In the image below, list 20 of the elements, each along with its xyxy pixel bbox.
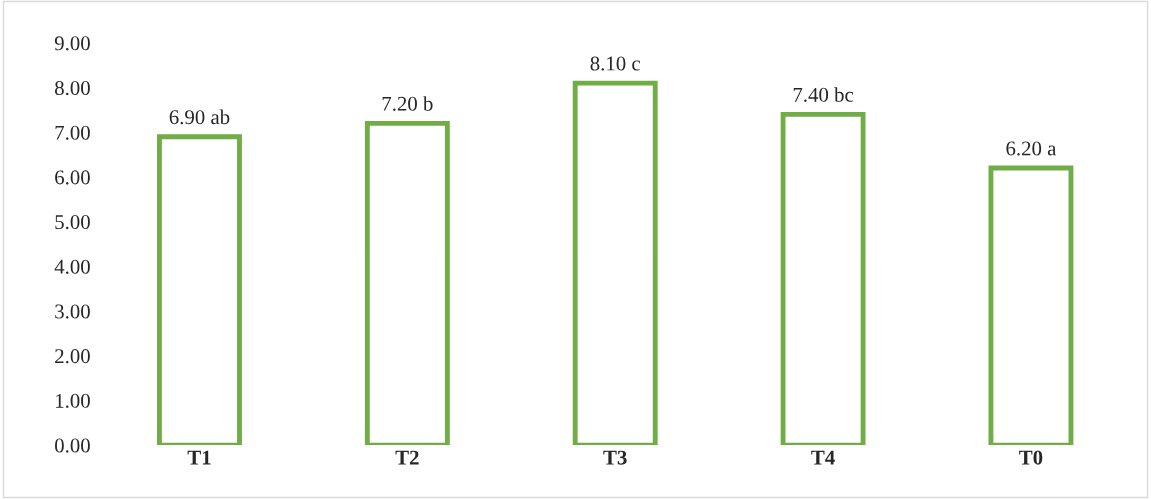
- data-label: 7.20 b: [382, 96, 433, 111]
- y-tick-label: 3.00: [55, 304, 90, 319]
- y-tick-label: 7.00: [55, 125, 90, 140]
- data-label: 7.40 bc: [793, 87, 854, 102]
- x-tick-label: T3: [603, 450, 627, 465]
- x-tick-label: T0: [1019, 450, 1043, 465]
- x-tick-label: T2: [395, 450, 419, 465]
- data-label: 6.20 a: [1006, 141, 1057, 156]
- y-tick-label: 5.00: [55, 215, 90, 230]
- y-tick-label: 1.00: [56, 393, 90, 408]
- data-label: 6.90 ab: [169, 109, 230, 125]
- y-tick-label: 4.00: [54, 259, 90, 274]
- y-tick-label: 8.00: [55, 80, 90, 96]
- y-tick-label: 9.00: [54, 36, 90, 51]
- x-tick-label: T4: [811, 450, 835, 465]
- x-tick-label: T1: [187, 450, 211, 465]
- y-tick-label: 0.00: [55, 438, 90, 453]
- y-tick-label: 6.00: [55, 170, 90, 185]
- data-label: 8.10 c: [590, 56, 641, 71]
- y-tick-label: 2.00: [55, 349, 90, 364]
